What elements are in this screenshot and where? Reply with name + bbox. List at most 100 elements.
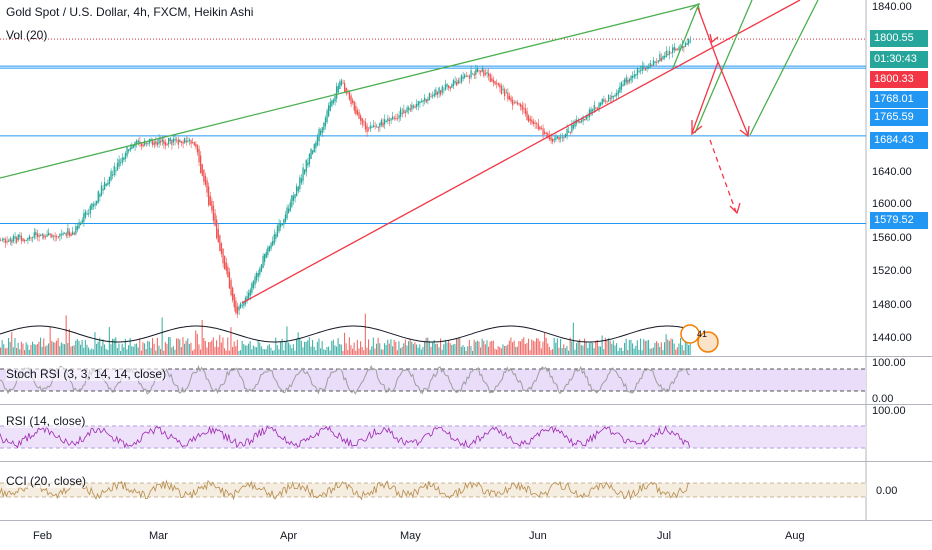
candle-body	[388, 119, 391, 122]
price-axis[interactable]: 1840.00 1640.00 1600.00 1560.00 1520.00 …	[872, 1, 912, 344]
candle-body	[56, 236, 58, 238]
volume-bar	[112, 338, 114, 355]
volume-bar	[435, 343, 437, 355]
green-channel-line-2[interactable]	[749, 0, 819, 136]
volume-bar	[65, 315, 67, 355]
chart-title[interactable]: Gold Spot / U.S. Dollar, 4h, FXCM, Heiki…	[6, 5, 254, 19]
volume-bar	[505, 345, 507, 355]
volume-bar	[4, 348, 6, 355]
volume-bar	[656, 341, 658, 355]
candle-body	[300, 178, 303, 184]
volume-bar	[276, 345, 278, 355]
candle-body	[83, 213, 85, 223]
volume-bar	[638, 349, 640, 355]
volume-label[interactable]: Vol (20)	[6, 28, 48, 42]
candle-body	[24, 239, 26, 242]
candle-body	[161, 138, 163, 142]
bar-countdown-label: 01:30:43	[870, 51, 928, 68]
candle-body	[43, 234, 45, 238]
candle-body	[510, 97, 512, 102]
red-projection-path-2[interactable]	[717, 61, 749, 136]
candle-body	[275, 234, 277, 239]
red-lower-trendline[interactable]	[241, 0, 801, 304]
candle-body	[451, 84, 453, 88]
candle-body	[404, 111, 407, 113]
candle-body	[648, 66, 650, 68]
volume-bar	[411, 341, 413, 355]
candle-body	[568, 131, 570, 133]
volume-bar	[540, 348, 542, 355]
candle-body	[276, 225, 279, 237]
candle-body	[540, 127, 543, 130]
candle-body	[174, 138, 176, 141]
candle-body	[336, 86, 338, 99]
candle-body	[649, 62, 651, 68]
green-upper-trendline[interactable]	[0, 3, 701, 179]
candle-body	[497, 83, 499, 86]
volume-bar	[326, 347, 328, 355]
volume-bar	[512, 342, 514, 355]
volume-bar	[116, 348, 118, 355]
red-projection-path[interactable]	[691, 7, 719, 134]
candle-body	[203, 169, 205, 182]
candle-body	[552, 138, 554, 142]
volume-bar	[224, 348, 226, 355]
volume-bar	[675, 349, 677, 355]
stoch-rsi-line	[0, 364, 690, 395]
volume-bar	[233, 341, 235, 355]
candle-body	[216, 219, 218, 239]
candle-body	[147, 143, 149, 144]
volume-bar	[49, 327, 51, 355]
volume-bar	[580, 345, 582, 355]
candle-body	[652, 60, 655, 66]
candle-body	[670, 52, 672, 54]
rsi-label[interactable]: RSI (14, close)	[6, 414, 86, 428]
candle-body	[164, 141, 167, 146]
candle-body	[668, 50, 671, 55]
stoch-rsi-band	[0, 369, 866, 391]
candle-body	[142, 144, 144, 147]
green-projection-arrow[interactable]	[672, 5, 699, 69]
volume-bar	[336, 346, 338, 355]
candle-body	[86, 213, 88, 215]
volume-bar	[502, 344, 504, 355]
candle-body	[412, 105, 415, 108]
red-dashed-projection[interactable]	[709, 139, 737, 213]
candle-body	[195, 143, 197, 147]
volume-bar	[531, 339, 533, 355]
volume-bar	[17, 342, 19, 355]
stoch-rsi-label[interactable]: Stoch RSI (3, 3, 14, 14, close)	[6, 367, 167, 381]
cci-band	[0, 483, 866, 497]
volume-bar	[0, 347, 2, 355]
volume-bar	[281, 338, 283, 355]
volume-bar	[318, 338, 320, 355]
candle-body	[400, 108, 402, 117]
candle-body	[188, 139, 191, 142]
volume-bar	[160, 349, 162, 355]
cci-label[interactable]: CCI (20, close)	[6, 474, 87, 488]
volume-bar	[668, 340, 670, 355]
candle-body	[358, 112, 360, 119]
candle-body	[564, 134, 567, 138]
volume-bar	[475, 341, 477, 355]
volume-bar	[152, 338, 154, 355]
candle-body	[520, 103, 522, 107]
volume-bar	[556, 338, 558, 355]
volume-bar	[30, 344, 32, 355]
candle-body	[297, 186, 299, 192]
candle-body	[643, 66, 645, 69]
candle-body	[254, 276, 256, 285]
time-axis[interactable]: Feb Mar Apr May Jun Jul Aug	[33, 530, 805, 542]
event-badge[interactable]: 41	[680, 324, 719, 353]
volume-bar	[584, 338, 586, 355]
volume-bar	[396, 350, 398, 355]
candle-body	[513, 102, 515, 104]
candle-body	[316, 136, 319, 146]
green-channel-line-1[interactable]	[694, 0, 753, 134]
volume-bar	[446, 342, 448, 355]
volume-bar	[353, 342, 355, 355]
candle-body	[684, 42, 687, 47]
candle-body	[545, 132, 547, 134]
volume-bar	[364, 313, 366, 355]
